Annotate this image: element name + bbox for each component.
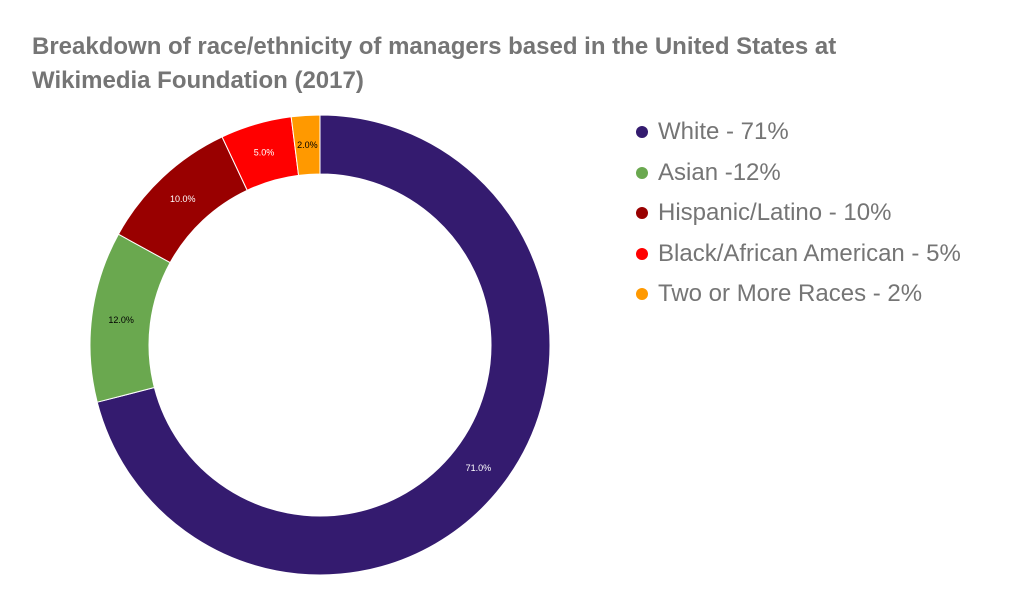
chart-title: Breakdown of race/ethnicity of managers … bbox=[32, 30, 932, 98]
legend-item-2: Hispanic/Latino - 10% bbox=[636, 193, 961, 234]
slice-label-3: 5.0% bbox=[254, 147, 275, 157]
legend-label: Asian -12% bbox=[658, 158, 781, 186]
legend-dot-icon bbox=[636, 126, 648, 139]
legend: White - 71% Asian -12% Hispanic/Latino - 1… bbox=[636, 112, 961, 315]
legend-dot-icon bbox=[636, 247, 648, 260]
slice-label-1: 12.0% bbox=[108, 315, 134, 325]
legend-label: White - 71% bbox=[658, 118, 789, 146]
legend-item-0: White - 71% bbox=[636, 112, 961, 153]
legend-item-4: Two or More Races - 2% bbox=[636, 274, 961, 315]
legend-dot-icon bbox=[636, 207, 648, 220]
slice-label-0: 71.0% bbox=[466, 463, 492, 473]
legend-label: Black/African American - 5% bbox=[658, 239, 961, 267]
legend-label: Hispanic/Latino - 10% bbox=[658, 199, 892, 227]
legend-dot-icon bbox=[636, 288, 648, 301]
donut-slice-0 bbox=[96, 114, 551, 576]
legend-dot-icon bbox=[636, 166, 648, 179]
slice-label-4: 2.0% bbox=[297, 140, 318, 150]
chart-title-line-1: Breakdown of race/ethnicity of managers … bbox=[32, 33, 837, 60]
legend-item-1: Asian -12% bbox=[636, 153, 961, 194]
legend-item-3: Black/African American - 5% bbox=[636, 234, 961, 275]
chart-title-line-2: Wikimedia Foundation (2017) bbox=[32, 67, 364, 94]
slice-label-2: 10.0% bbox=[170, 194, 196, 204]
donut-slice-4 bbox=[290, 114, 321, 176]
legend-label: Two or More Races - 2% bbox=[658, 280, 923, 308]
